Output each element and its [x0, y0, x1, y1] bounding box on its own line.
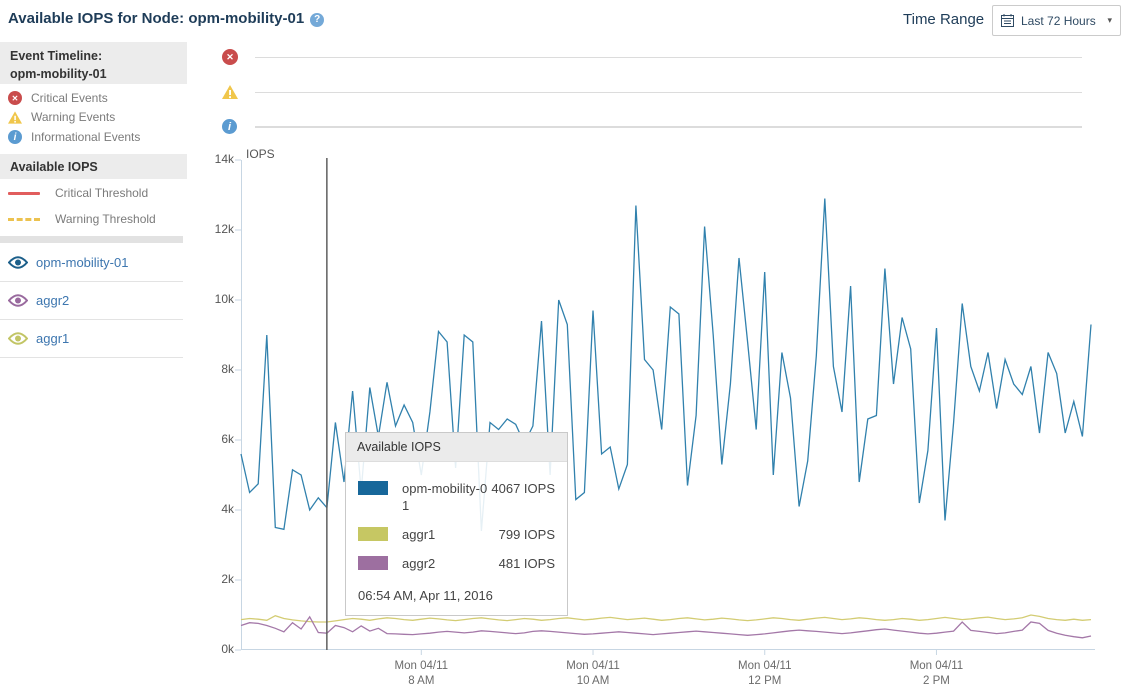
time-range-dropdown[interactable]: Last 72 Hours ▾: [992, 5, 1121, 36]
chart-tooltip: Available IOPS opm-mobility-01 4067 IOPS…: [345, 432, 568, 616]
legend-label: Critical Events: [31, 91, 108, 105]
event-timeline-title: Event Timeline:: [10, 49, 103, 63]
series-link[interactable]: aggr1: [36, 331, 70, 346]
series-value: 4067 IOPS: [491, 481, 555, 496]
series-toggle-opm-mobility-01[interactable]: opm-mobility-01: [0, 244, 183, 282]
time-range-value: Last 72 Hours: [1021, 13, 1096, 28]
legend-label: Informational Events: [31, 130, 141, 144]
series-line-opm-mobility-01: [240, 198, 1092, 532]
event-timeline-node-name: opm-mobility-01: [10, 67, 107, 81]
series-name: opm-mobility-01: [402, 481, 488, 513]
series-swatch: [358, 556, 388, 570]
y-tick-label: 0k: [221, 642, 234, 656]
legend-label: Critical Threshold: [55, 186, 149, 200]
y-tick-label: 8k: [221, 362, 234, 376]
critical-circle-x-icon: ✕: [8, 91, 22, 105]
info-circle-icon: i: [222, 119, 237, 134]
legend-critical-events: ✕ Critical Events: [8, 91, 108, 105]
series-value: 799 IOPS: [498, 527, 555, 542]
legend-informational-events: i Informational Events: [8, 130, 140, 144]
eye-icon[interactable]: [8, 256, 28, 269]
eye-icon[interactable]: [8, 294, 28, 307]
x-tick-label: Mon 04/11 12 PM: [737, 660, 792, 686]
warning-threshold-swatch: [8, 217, 40, 221]
tooltip-row-aggr1: aggr1 799 IOPS: [358, 526, 555, 543]
legend-label: Warning Events: [31, 110, 116, 124]
y-tick-label: 12k: [214, 222, 234, 236]
critical-threshold-swatch: [8, 191, 40, 195]
x-tick-label: Mon 04/11 10 AM: [566, 660, 620, 686]
eye-icon[interactable]: [8, 332, 28, 345]
warning-events-lane-icon: [222, 85, 238, 104]
series-value: 481 IOPS: [498, 556, 555, 571]
series-toggle-aggr1[interactable]: aggr1: [0, 320, 183, 358]
iops-chart-svg: [235, 158, 1095, 655]
series-swatch: [358, 481, 388, 495]
tooltip-title: Available IOPS: [346, 433, 567, 462]
y-tick-label: 14k: [214, 152, 234, 166]
event-timeline-header: Event Timeline: opm-mobility-01: [0, 42, 187, 84]
critical-events-lane-icon: ✕: [222, 49, 238, 65]
series-swatch: [358, 527, 388, 541]
legend-warning-threshold: Warning Threshold: [8, 212, 156, 226]
series-link[interactable]: opm-mobility-01: [36, 255, 129, 270]
x-tick-label: Mon 04/11 8 AM: [394, 660, 449, 686]
tooltip-row-aggr2: aggr2 481 IOPS: [358, 555, 555, 572]
calendar-icon: [1001, 14, 1014, 27]
help-icon[interactable]: ?: [310, 13, 325, 27]
series-line-aggr2: [240, 615, 1092, 639]
chevron-down-icon: ▾: [1107, 15, 1112, 25]
page-title: Available IOPS for Node: opm-mobility-01…: [8, 10, 325, 27]
legend-label: Warning Threshold: [55, 212, 156, 226]
warning-triangle-icon: [8, 110, 22, 124]
y-axis-unit-label: IOPS: [246, 147, 275, 161]
y-tick-label: 6k: [221, 432, 234, 446]
tooltip-timestamp: 06:54 AM, Apr 11, 2016: [358, 588, 493, 603]
sidebar-divider: [0, 236, 183, 243]
page-title-text: Available IOPS for Node: opm-mobility-01: [8, 10, 305, 27]
y-tick-label: 2k: [221, 572, 234, 586]
series-link[interactable]: aggr2: [36, 293, 70, 308]
y-tick-label: 4k: [221, 502, 234, 516]
warning-events-lane: [255, 92, 1082, 93]
tooltip-row-opm-mobility-01: opm-mobility-01 4067 IOPS: [358, 480, 555, 514]
x-tick-label: Mon 04/11 2 PM: [909, 660, 964, 686]
info-circle-icon: i: [8, 130, 22, 144]
time-range-label: Time Range: [903, 11, 985, 28]
series-line-aggr1: [240, 614, 1092, 623]
series-toggle-aggr2[interactable]: aggr2: [0, 282, 183, 320]
series-name: aggr1: [402, 527, 436, 542]
y-tick-label: 10k: [214, 292, 234, 306]
series-name: aggr2: [402, 556, 436, 571]
available-iops-header: Available IOPS: [0, 154, 187, 179]
legend-warning-events: Warning Events: [8, 110, 115, 124]
informational-events-lane: [255, 126, 1082, 128]
critical-events-lane: [255, 57, 1082, 58]
critical-circle-x-icon: ✕: [222, 49, 238, 65]
informational-events-lane-icon: i: [222, 119, 237, 134]
iops-line-chart[interactable]: [235, 158, 1095, 655]
legend-critical-threshold: Critical Threshold: [8, 186, 148, 200]
